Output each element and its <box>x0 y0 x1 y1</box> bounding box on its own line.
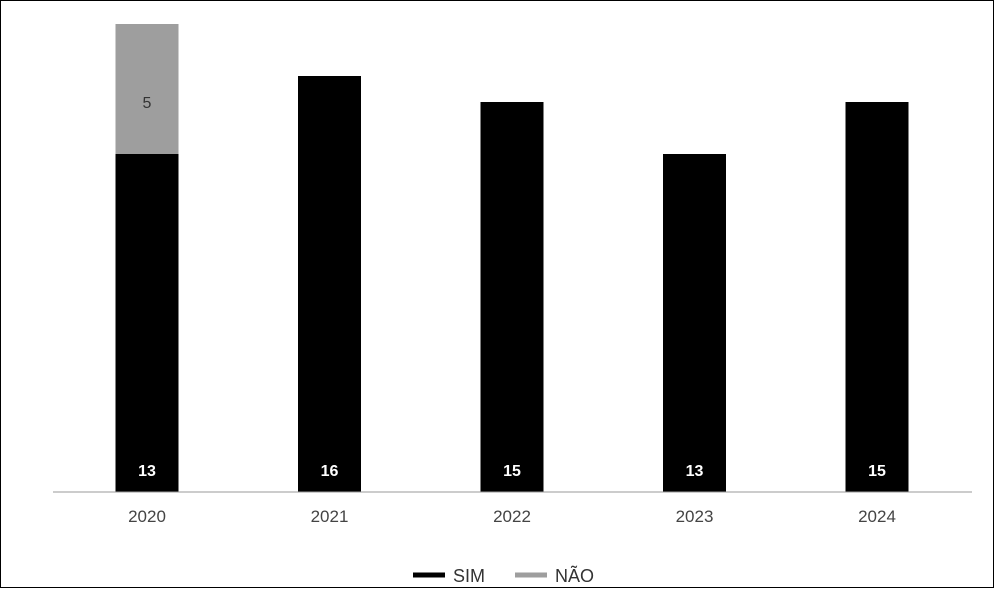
legend-label-no: NÃO <box>555 565 594 586</box>
bar-sim-2024[interactable] <box>845 102 909 492</box>
x-tick-label-2023: 2023 <box>676 507 714 526</box>
legend: SIM NÃO <box>413 565 594 586</box>
bar-no-2020[interactable] <box>115 24 179 154</box>
bar-sim-2021[interactable] <box>298 76 361 492</box>
bar-sim-2020[interactable] <box>115 154 179 492</box>
x-tick-label-2024: 2024 <box>858 507 896 526</box>
data-label-sim-2022: 15 <box>503 463 521 480</box>
x-tick-label-2022: 2022 <box>493 507 531 526</box>
data-label-sim-2024: 15 <box>868 463 886 480</box>
data-label-no-2020: 5 <box>143 95 152 112</box>
x-tick-label-2021: 2021 <box>311 507 349 526</box>
bars-layer <box>115 24 909 492</box>
x-tick-label-2020: 2020 <box>128 507 166 526</box>
bar-sim-2022[interactable] <box>480 102 544 492</box>
data-label-sim-2023: 13 <box>686 463 704 480</box>
data-label-sim-2021: 16 <box>321 463 339 480</box>
bar-labels-layer: 13 5 16 15 13 15 <box>138 95 886 480</box>
data-label-sim-2020: 13 <box>138 463 156 480</box>
x-tick-labels: 2020 2021 2022 2023 2024 <box>128 507 896 526</box>
bar-sim-2023[interactable] <box>663 154 726 492</box>
legend-label-sim: SIM <box>453 566 485 586</box>
